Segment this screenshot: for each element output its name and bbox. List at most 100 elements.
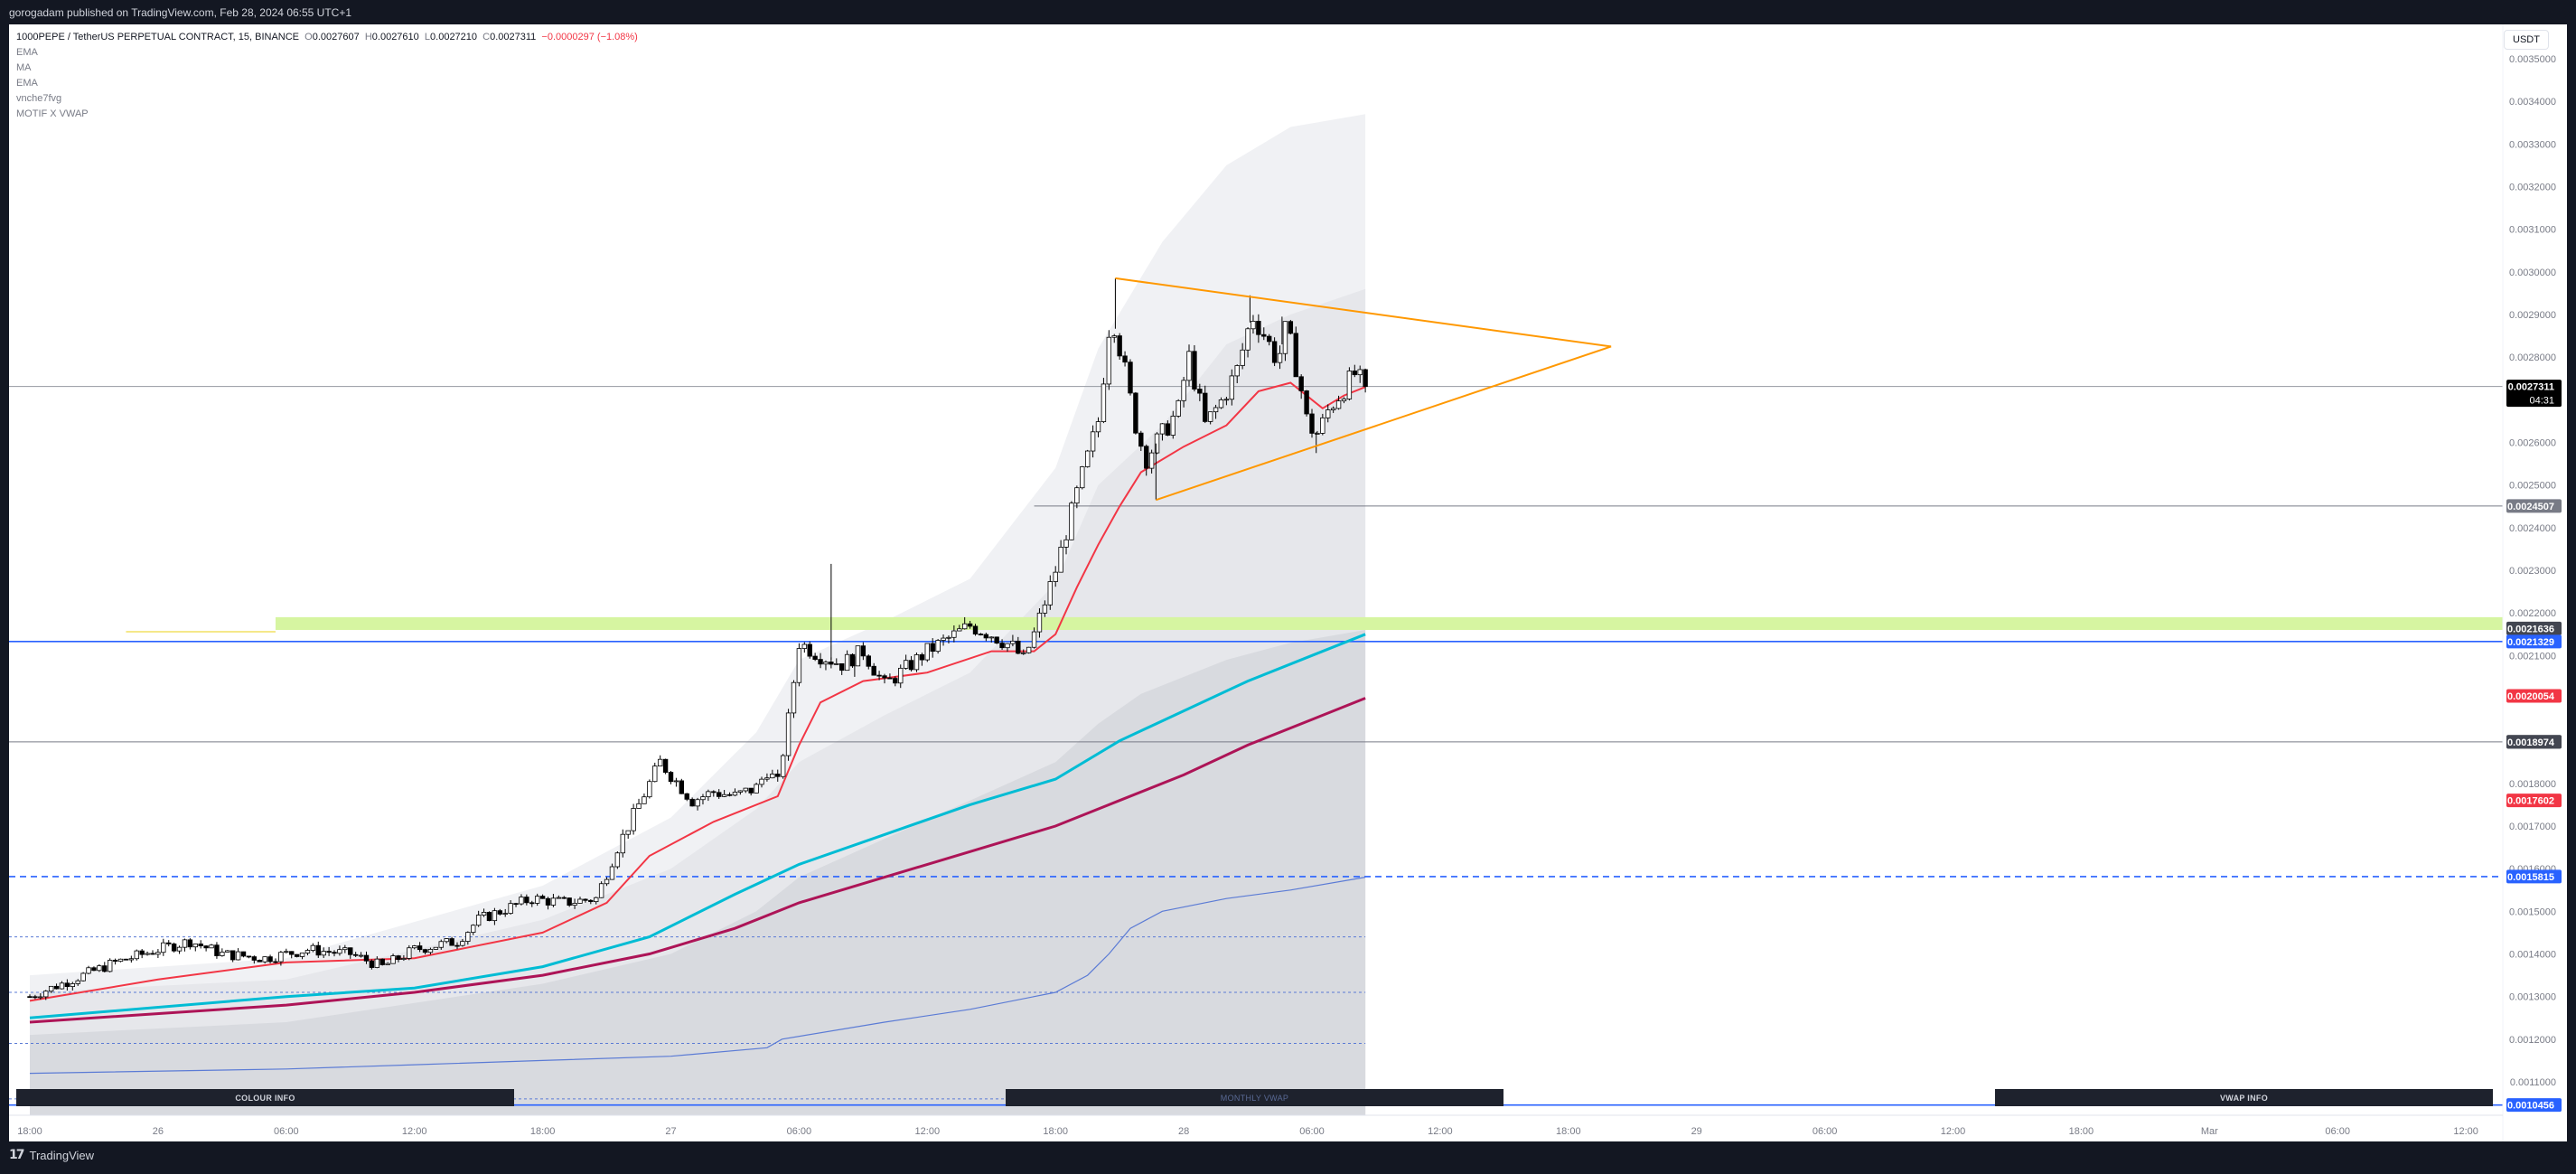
candle-body <box>930 643 935 653</box>
y-tick-label-3: 0.0033000 <box>2509 139 2556 150</box>
candle-body <box>1128 362 1133 394</box>
x-tick-label-13: 18:00 <box>1556 1126 1581 1137</box>
price-tag-bg <box>2506 794 2562 808</box>
candle-body <box>1223 399 1230 401</box>
candle-body <box>246 955 252 958</box>
x-tick-label-2: 26 <box>153 1126 164 1137</box>
candle-body <box>1352 371 1357 376</box>
currency-button[interactable]: USDT <box>2504 30 2549 50</box>
y-tick-label-10: 0.0025000 <box>2509 481 2556 492</box>
candle-body <box>961 623 968 630</box>
candle-body <box>374 958 380 968</box>
candle-body <box>652 765 658 783</box>
vwap-info-box[interactable]: VWAP INFO <box>1995 1089 2493 1106</box>
candle-body <box>721 794 727 797</box>
y-tick-label-11: 0.0024000 <box>2509 523 2556 534</box>
indicator-ema-2[interactable]: EMA <box>16 78 38 89</box>
candle-body <box>486 912 492 922</box>
candle-body <box>176 946 183 952</box>
x-tick-label-8: 12:00 <box>915 1126 941 1137</box>
candle-body <box>550 897 557 906</box>
candle-body <box>267 956 273 963</box>
candle-body <box>1047 581 1053 606</box>
price-tag-4: 0.0021329 <box>2506 634 2562 649</box>
open-value: 0.0027607 <box>312 32 360 42</box>
series-line-ema-1 <box>29 381 1366 1002</box>
candle-body <box>1031 631 1037 648</box>
candle-body <box>460 941 465 946</box>
tradingview-logo[interactable]: 17 TradingView <box>9 1148 94 1162</box>
candle-body <box>1213 407 1219 413</box>
candle-body <box>1229 375 1235 400</box>
candle-body <box>513 903 519 906</box>
x-tick-label-9: 18:00 <box>1043 1126 1068 1137</box>
indicator-fvg[interactable]: vnche7fvg <box>16 93 62 104</box>
candle-body <box>1095 421 1101 433</box>
vwap-band-3 <box>30 630 1366 1115</box>
legend-ohlc: 1000PEPE / TetherUS PERPETUAL CONTRACT, … <box>16 30 638 45</box>
triangle-lower-trendline <box>1156 345 1612 502</box>
price-chart[interactable]: 0.0035000 0.0034000 0.0033000 0.0032000 0.00… <box>9 24 2567 1141</box>
candle-body <box>1304 390 1309 415</box>
series-line-ma-3 <box>29 697 1366 1024</box>
indicator-ema-1[interactable]: EMA <box>16 47 38 58</box>
candle-body <box>561 897 567 899</box>
legend-symbol[interactable]: 1000PEPE / TetherUS PERPETUAL CONTRACT, … <box>16 32 300 42</box>
price-tag-bg <box>2506 634 2562 649</box>
candle-body <box>145 953 150 955</box>
indicator-vwap[interactable]: MOTIF X VWAP <box>16 108 89 119</box>
monthly-vwap-box[interactable]: MONTHLY VWAP <box>1006 1089 1503 1106</box>
change-value: −0.0000297 (−1.08%) <box>541 32 638 42</box>
candle-body <box>240 951 247 957</box>
candle-body <box>192 944 198 948</box>
candle-body <box>139 950 145 955</box>
candle-body <box>1293 333 1298 378</box>
x-tick-label-15: 06:00 <box>1813 1126 1838 1137</box>
candle-body <box>1080 466 1085 489</box>
y-tick-label-22: 0.0011000 <box>2510 1077 2556 1088</box>
colour-info-box[interactable]: COLOUR INFO <box>16 1089 514 1106</box>
candle-body <box>1330 408 1336 410</box>
candle-body <box>379 958 385 965</box>
candle-body <box>967 623 973 627</box>
candle-body <box>102 965 108 972</box>
price-tag-1: 0.0027311 04:31 <box>2506 380 2562 408</box>
chart-frame[interactable]: 0.0035000 0.0034000 0.0033000 0.0032000 0.00… <box>9 24 2567 1141</box>
candle-body <box>866 655 871 667</box>
candle-body <box>1234 365 1240 377</box>
candle-body <box>609 866 615 880</box>
candle-body <box>1335 400 1342 409</box>
candle-body <box>64 982 70 987</box>
candle-body <box>454 944 460 947</box>
y-tick-label-6: 0.0030000 <box>2509 268 2556 278</box>
candle-body <box>951 630 957 638</box>
candle-body <box>529 902 535 905</box>
candle-body <box>411 945 417 949</box>
candle-body <box>444 938 449 943</box>
candle-body <box>1192 351 1197 390</box>
candle-body <box>598 883 604 898</box>
candle-body <box>1042 604 1048 614</box>
x-tick-label-3: 06:00 <box>274 1126 299 1137</box>
indicator-ma[interactable]: MA <box>16 62 32 73</box>
candle-body <box>1267 335 1272 343</box>
price-tag-10: 0.0010456 <box>2506 1098 2562 1113</box>
low-label: L <box>424 32 431 42</box>
candle-body <box>887 677 893 680</box>
price-tag-8: 0.0017602 <box>2506 794 2562 808</box>
candle-body <box>1181 380 1186 401</box>
candle-body <box>807 643 812 657</box>
x-tick-label-10: 28 <box>1178 1126 1189 1137</box>
candle-body <box>1005 643 1010 649</box>
x-tick-label-19: 06:00 <box>2325 1126 2350 1137</box>
candle-body <box>161 942 166 953</box>
y-tick-label-21: 0.0012000 <box>2509 1035 2556 1046</box>
candle-body <box>662 758 669 773</box>
candle-body <box>33 996 38 999</box>
candle-body <box>1186 351 1192 381</box>
candle-body <box>999 643 1005 649</box>
candle-body <box>818 659 823 665</box>
candle-body <box>726 794 733 796</box>
candle-body <box>913 654 920 671</box>
candle-body <box>668 772 674 783</box>
